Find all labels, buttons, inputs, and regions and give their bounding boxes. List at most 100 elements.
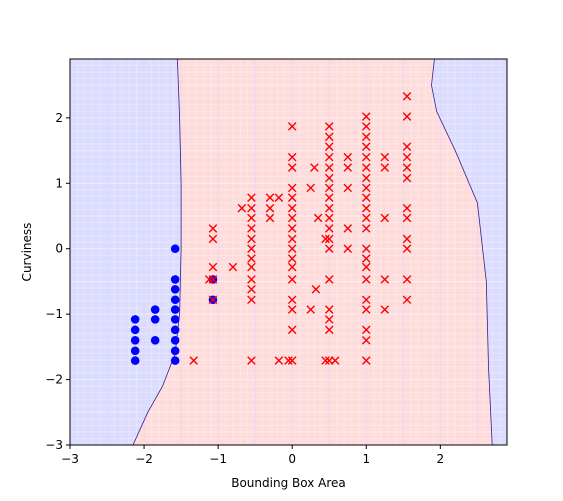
mesh-grid [70,59,507,445]
point-class1 [361,325,371,335]
point-class1 [343,152,353,162]
point-class1 [402,173,412,183]
point-class1 [330,356,340,365]
point-class1 [306,305,316,314]
point-class1 [247,295,256,305]
point-class1 [321,234,330,244]
point-class0 [130,346,140,356]
point-class1 [306,183,316,193]
point-class1 [361,122,371,131]
point-class1 [287,122,297,131]
point-class1 [380,152,390,162]
point-class1 [265,193,275,202]
point-class1 [324,142,334,151]
point-class1 [208,262,218,272]
point-class1 [324,244,334,254]
point-class1 [361,193,371,202]
x-tick-label: 0 [288,452,296,466]
point-class0 [170,244,180,254]
point-class0 [170,275,180,284]
point-class1 [237,203,247,213]
point-class1 [287,254,297,263]
point-class1 [361,112,371,121]
point-class0 [170,315,180,324]
y-tick-label: −3 [45,438,63,452]
point-class1 [204,275,214,284]
point-class1 [208,275,218,284]
point-class1 [324,163,334,172]
point-class1 [324,224,334,233]
point-class1 [287,203,297,213]
point-class1 [324,275,334,284]
x-axis-label: Bounding Box Area [231,476,346,490]
point-class1 [402,234,412,244]
point-class1 [402,112,412,121]
point-class1 [324,173,334,183]
point-class1 [311,284,321,294]
decision-boundary-left [132,59,182,445]
point-class1 [402,213,412,223]
point-class1 [402,275,412,284]
point-class1 [324,315,334,324]
point-class1 [265,213,275,223]
class1-region [133,59,493,445]
point-class1 [380,213,390,223]
point-class0 [170,325,180,335]
point-class1 [324,305,334,314]
y-axis: −3 −2 −1 0 1 2 [45,111,70,452]
point-class1 [324,193,334,202]
point-class1 [361,163,371,172]
point-class1 [402,163,412,172]
point-class1 [343,224,353,233]
point-class1 [361,254,371,263]
point-class0 [130,315,140,324]
point-class0 [170,295,180,305]
point-class1 [361,142,371,151]
point-class1 [247,284,256,294]
point-class1 [247,254,256,263]
point-class1 [208,224,218,233]
point-class1 [287,295,297,305]
point-class1 [284,356,293,365]
point-class1 [402,244,412,254]
point-class1 [310,163,319,172]
point-class1 [287,275,297,284]
x-tick-label: −3 [61,452,79,466]
point-class1 [287,305,297,314]
point-class1 [324,132,334,142]
y-tick-label: −2 [45,373,63,387]
point-class1 [361,356,371,365]
y-axis-label: Curviness [20,223,34,282]
point-class1 [287,325,297,335]
data-points [130,91,412,365]
point-class0 [170,356,180,365]
decision-boundary-right [431,59,493,445]
point-class1 [402,142,412,151]
point-class1 [208,234,218,244]
point-class1 [402,91,412,101]
x-tick-label: −1 [209,452,227,466]
point-class1 [380,163,390,172]
axes-frame [69,58,508,446]
point-class1 [313,213,323,223]
point-class1 [247,193,256,202]
point-class1 [361,244,371,254]
point-class1 [324,213,334,223]
point-class1 [380,275,390,284]
point-class0 [150,315,160,324]
point-class1 [265,203,275,213]
point-class1 [324,234,334,244]
point-class0 [130,336,140,345]
point-class0 [130,325,140,335]
point-class1 [287,213,297,223]
x-axis: −3 −2 −1 0 1 2 [61,445,444,466]
point-class1 [361,152,371,162]
point-class0 [170,346,180,356]
point-class1 [402,295,412,305]
point-class1 [287,183,297,193]
point-class1 [361,224,371,233]
x-tick-label: −2 [135,452,153,466]
point-class1 [189,356,198,365]
point-class1 [324,183,334,193]
x-tick-label: 1 [362,452,370,466]
